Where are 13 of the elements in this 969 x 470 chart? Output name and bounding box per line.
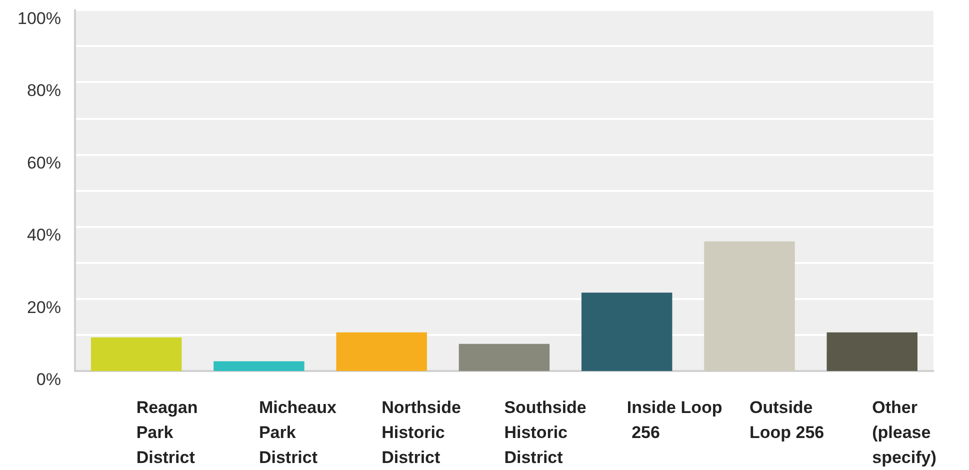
x-tick-label: Other (please specify)	[872, 398, 936, 467]
y-tick-label: 60%	[26, 153, 61, 172]
x-tick-label: Reagan Park District	[136, 398, 202, 467]
y-tick-label: 80%	[26, 81, 61, 100]
y-tick-label: 100%	[18, 9, 61, 28]
y-tick-label: 20%	[26, 298, 61, 317]
y-tick-label: 40%	[26, 226, 61, 245]
x-tick-label: Southside Historic District	[504, 398, 592, 467]
x-tick-label: Northside Historic District	[382, 398, 466, 467]
x-tick-label: Inside Loop 256	[626, 398, 722, 442]
x-tick-label: Outside Loop 256	[749, 398, 824, 442]
y-tick-label: 0%	[36, 370, 61, 389]
x-tick-label: Micheaux Park District	[258, 398, 342, 467]
